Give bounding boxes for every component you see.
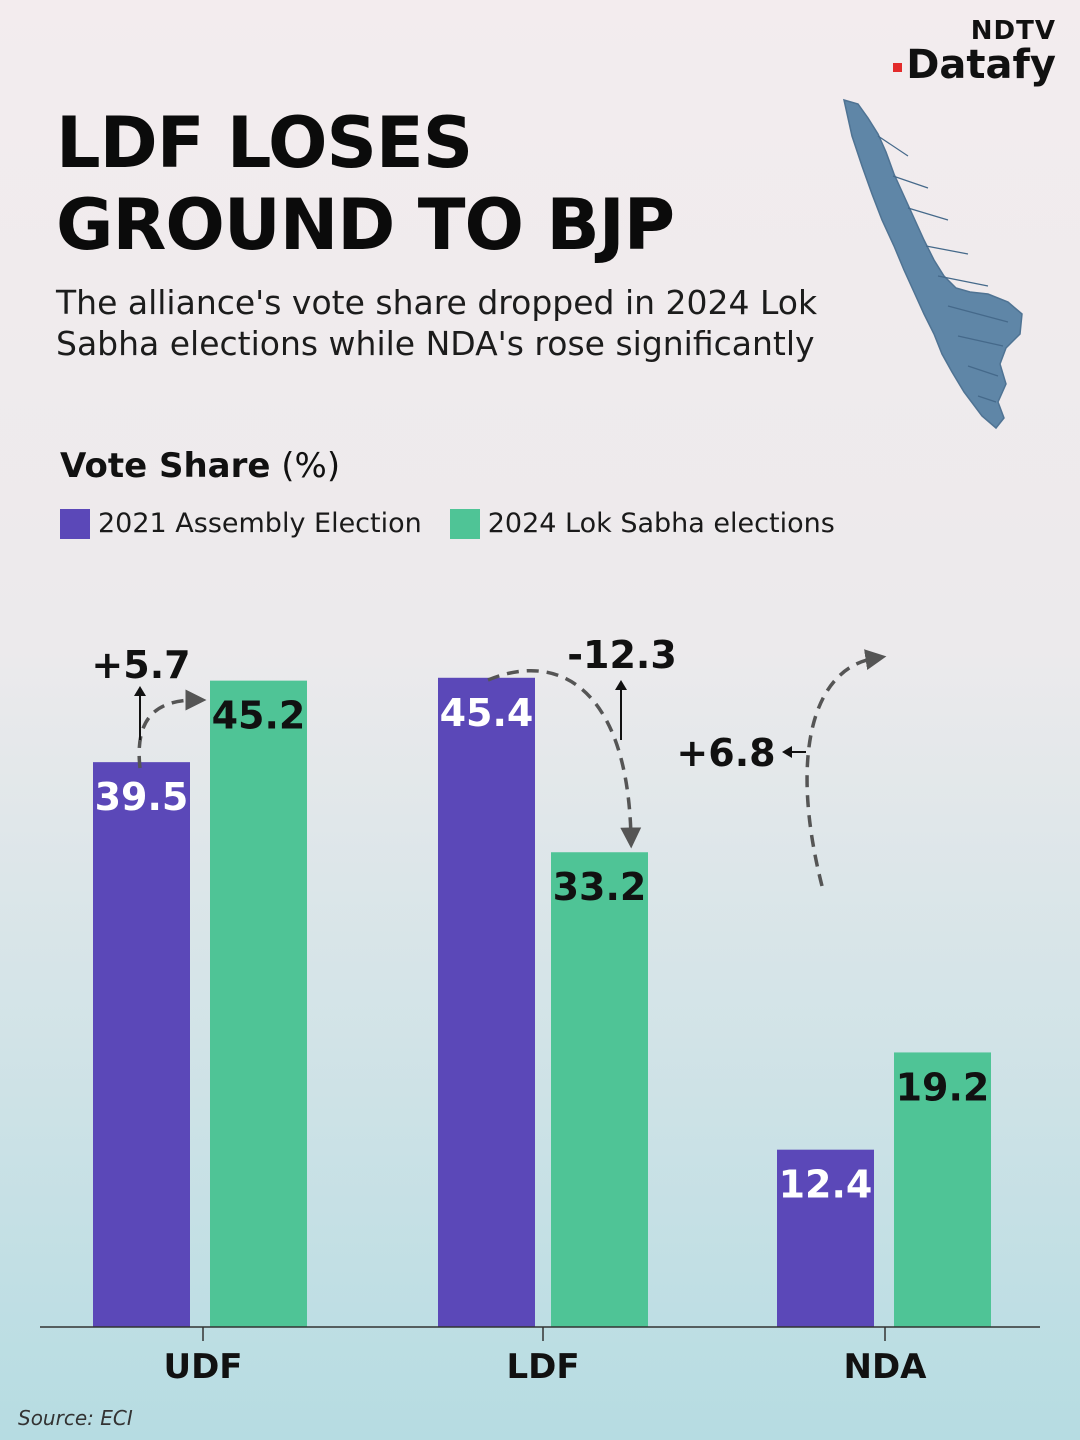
- bar-label-udf-2024: 45.2: [212, 694, 306, 738]
- axis-title: Vote Share (%): [60, 444, 340, 488]
- bar-ldf-2024: [551, 852, 648, 1327]
- bar-udf-2021: [93, 762, 190, 1327]
- legend: 2021 Assembly Election 2024 Lok Sabha el…: [60, 504, 863, 544]
- legend-label-2024: 2024 Lok Sabha elections: [487, 508, 835, 539]
- brand-dot-icon: [893, 62, 903, 72]
- subtitle: The alliance's vote share dropped in 202…: [56, 283, 818, 363]
- legend-item-2021: 2021 Assembly Election: [60, 504, 422, 544]
- legend-swatch-2024: [449, 509, 480, 539]
- page-title: LDF LOSES GROUND TO BJP: [56, 102, 816, 266]
- brand-ndtv: NDTV: [970, 16, 1056, 46]
- bar-nda-2021: [777, 1149, 874, 1327]
- change-arrow-ldf: [487, 669, 642, 849]
- x-tick-label-nda: NDA: [844, 1347, 928, 1387]
- axis-title-bold: Vote Share: [60, 446, 271, 486]
- source-note: Source: ECI: [18, 1406, 133, 1430]
- change-pointer-head-nda: [782, 746, 792, 758]
- bar-label-nda-2021: 12.4: [779, 1163, 873, 1207]
- x-tick-label-udf: UDF: [163, 1347, 242, 1387]
- bar-label-nda-2024: 19.2: [896, 1065, 990, 1109]
- bar-nda-2024: [894, 1052, 991, 1327]
- change-label-nda: +6.8: [676, 731, 775, 775]
- bar-ldf-2021: [438, 677, 535, 1327]
- change-arrow-nda: [805, 649, 887, 887]
- title-line-1: LDF LOSES: [56, 102, 473, 184]
- change-label-udf: +5.7: [91, 643, 190, 687]
- legend-swatch-2021: [60, 509, 90, 539]
- change-pointer-head-udf: [134, 686, 146, 696]
- bar-label-ldf-2021: 45.4: [440, 691, 534, 735]
- brand-datafy: Datafy: [906, 42, 1056, 88]
- kerala-map-icon: [842, 98, 1023, 430]
- legend-item-2024: 2024 Lok Sabha elections: [449, 504, 835, 544]
- axis-title-unit: (%): [270, 446, 341, 486]
- legend-label-2021: 2021 Assembly Election: [98, 508, 422, 539]
- bar-udf-2024: [210, 680, 307, 1327]
- bar-label-udf-2021: 39.5: [95, 775, 189, 819]
- brand-logo: NDTV Datafy: [893, 18, 1056, 86]
- title-line-2: GROUND TO BJP: [56, 184, 675, 266]
- x-tick-label-ldf: LDF: [506, 1347, 579, 1387]
- change-arrow-udf: [137, 689, 207, 769]
- change-label-ldf: -12.3: [567, 633, 677, 677]
- bar-label-ldf-2024: 33.2: [553, 865, 647, 909]
- change-pointer-head-ldf: [615, 680, 627, 690]
